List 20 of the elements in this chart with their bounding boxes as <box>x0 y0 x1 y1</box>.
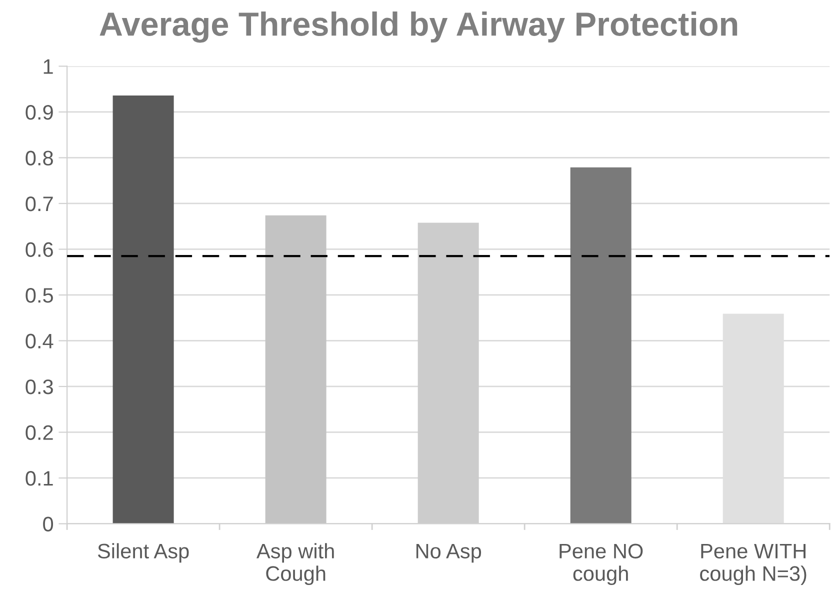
y-tick-label: 0.9 <box>26 104 53 120</box>
bar <box>265 215 326 524</box>
y-tick-label: 0.7 <box>26 196 53 212</box>
x-tick-label: Asp with Cough <box>256 543 334 586</box>
bar <box>570 167 632 524</box>
x-tick-label: Pene NO cough <box>560 544 643 586</box>
y-tick-label: 0.8 <box>26 150 53 166</box>
x-tick-label: Pene WITH cough N=3) <box>700 544 806 586</box>
y-tick-label: 1 <box>44 59 53 74</box>
x-tick-label: Silent Asp <box>98 543 189 563</box>
chart-title: Average Threshold by Airway Protection <box>100 11 738 43</box>
y-tick-label: 0.3 <box>26 379 53 394</box>
y-tick-label: 0.2 <box>26 425 53 440</box>
y-tick-label: 0.6 <box>26 242 53 257</box>
y-tick-label: 0.1 <box>26 470 53 486</box>
x-tick-label: No Asp <box>416 544 482 563</box>
y-tick-label: 0.5 <box>26 288 53 303</box>
y-tick-label: 0.4 <box>26 334 54 348</box>
bar <box>112 96 174 524</box>
y-tick-label: 0 <box>43 516 54 532</box>
